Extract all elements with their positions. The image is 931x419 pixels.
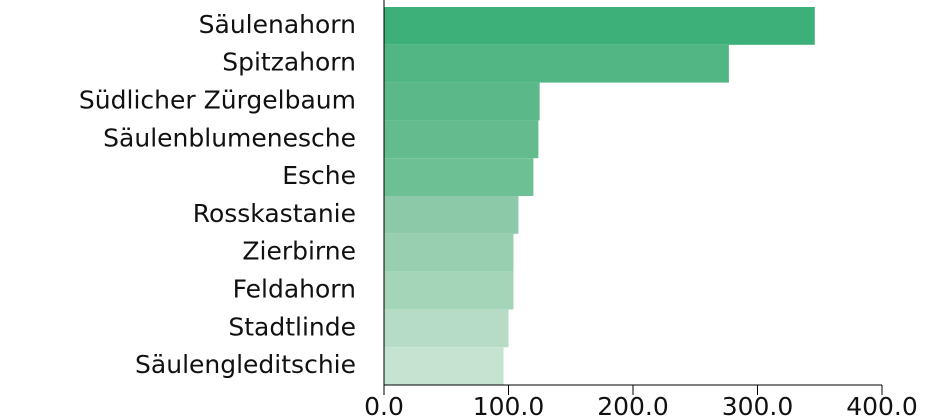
- bar: [384, 347, 504, 385]
- y-tick-label: Säulenahorn: [199, 10, 356, 39]
- y-tick-label: Feldahorn: [233, 275, 356, 304]
- y-tick-label: Rosskastanie: [193, 199, 356, 228]
- bar: [384, 196, 519, 234]
- bar: [384, 44, 729, 83]
- y-tick-label: Spitzahorn: [222, 48, 356, 77]
- bar: [384, 120, 539, 159]
- x-tick-label: 100.0: [473, 392, 545, 419]
- x-tick-label: 200.0: [597, 392, 669, 419]
- y-tick-label: Stadtlinde: [228, 312, 356, 341]
- bar: [384, 271, 514, 310]
- y-tick-label: Säulenblumenesche: [103, 123, 356, 152]
- y-tick-label: Säulengleditschie: [135, 350, 356, 379]
- bar: [384, 82, 540, 121]
- x-tick-label: 0.0: [364, 392, 404, 419]
- y-tick-label: Esche: [282, 161, 356, 190]
- y-tick-label: Zierbirne: [242, 237, 356, 266]
- bar: [384, 7, 815, 45]
- bar: [384, 158, 534, 196]
- y-tick-label: Südlicher Zürgelbaum: [79, 86, 356, 115]
- bar: [384, 309, 509, 348]
- x-tick-label: 300.0: [722, 392, 794, 419]
- x-tick-label: 400.0: [846, 392, 918, 419]
- bar: [384, 233, 514, 272]
